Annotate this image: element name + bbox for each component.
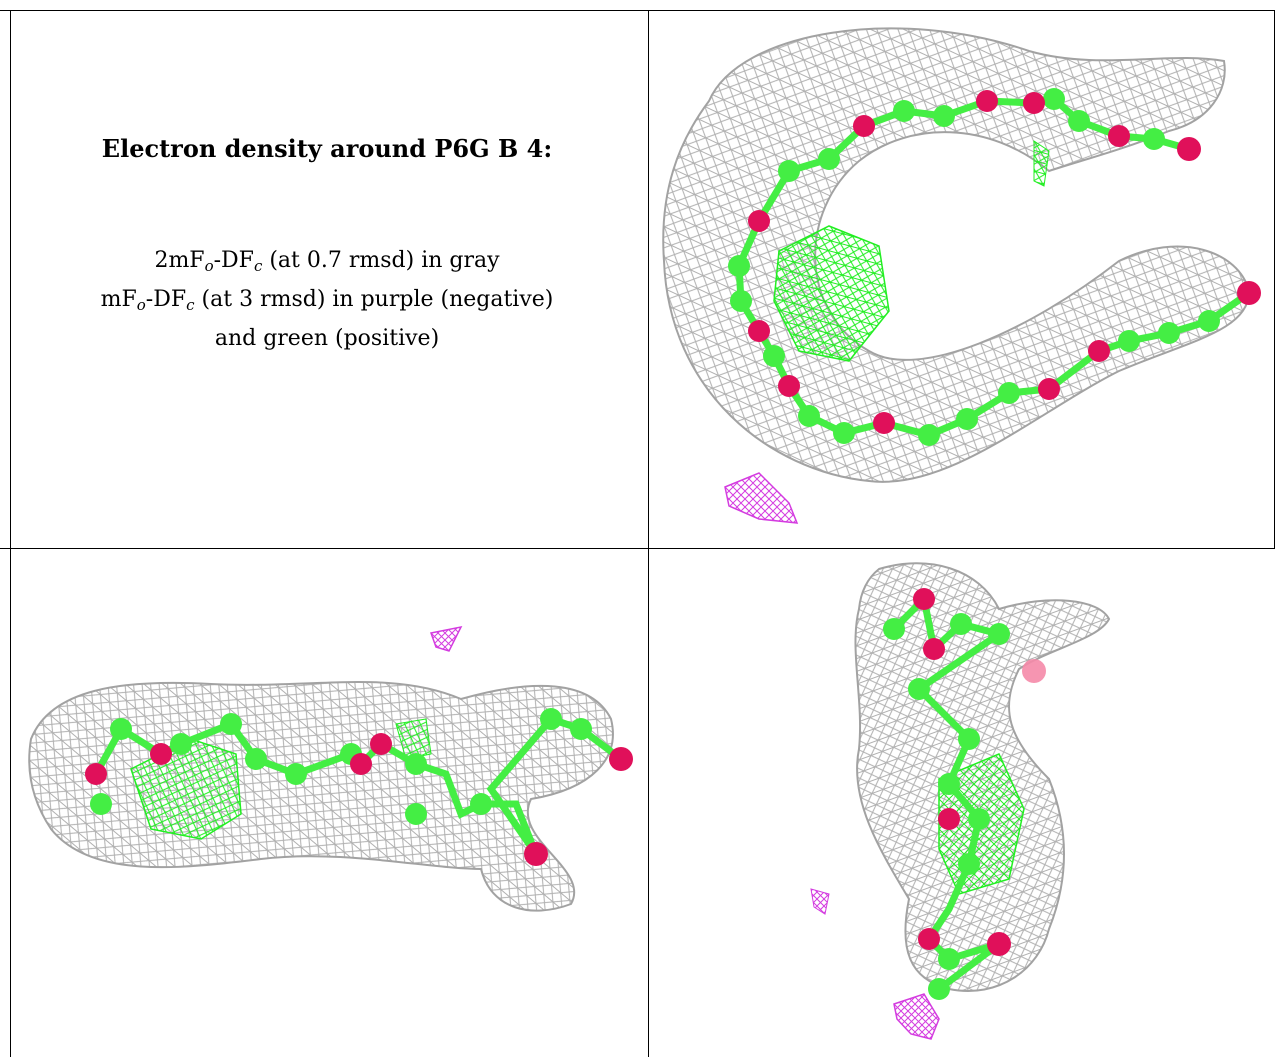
caption-line-3: and green (positive) bbox=[214, 326, 440, 351]
table-center-rule bbox=[648, 10, 649, 1057]
table-middle-rule bbox=[0, 548, 1275, 549]
p6g-ball-and-stick-model bbox=[728, 88, 1261, 446]
caption-line-2: mFo-DFc (at 3 rmsd) in purple (negative) bbox=[100, 287, 554, 314]
gray-density-mesh bbox=[28, 681, 614, 912]
caption-title: Electron density around P6G B 4: bbox=[101, 134, 553, 163]
caption-cell: Electron density around P6G B 4: 2mFo-DF… bbox=[10, 0, 644, 538]
p6g-ball-and-stick-model bbox=[883, 588, 1046, 1000]
negative-difference-density bbox=[724, 472, 799, 524]
negative-difference-density bbox=[430, 625, 463, 652]
density-view-bottom-right bbox=[810, 562, 1111, 1040]
gray-density-mesh bbox=[662, 27, 1251, 483]
density-view-bottom-left bbox=[28, 625, 633, 912]
density-view-top bbox=[662, 27, 1261, 524]
negative-difference-density bbox=[810, 888, 940, 1040]
p6g-ball-and-stick-model bbox=[85, 708, 633, 866]
table-left-rule bbox=[10, 10, 11, 1057]
caption-line-1: 2mFo-DFc (at 0.7 rmsd) in gray bbox=[154, 248, 500, 275]
positive-difference-density bbox=[773, 140, 1050, 362]
table-top-rule bbox=[0, 10, 1275, 11]
